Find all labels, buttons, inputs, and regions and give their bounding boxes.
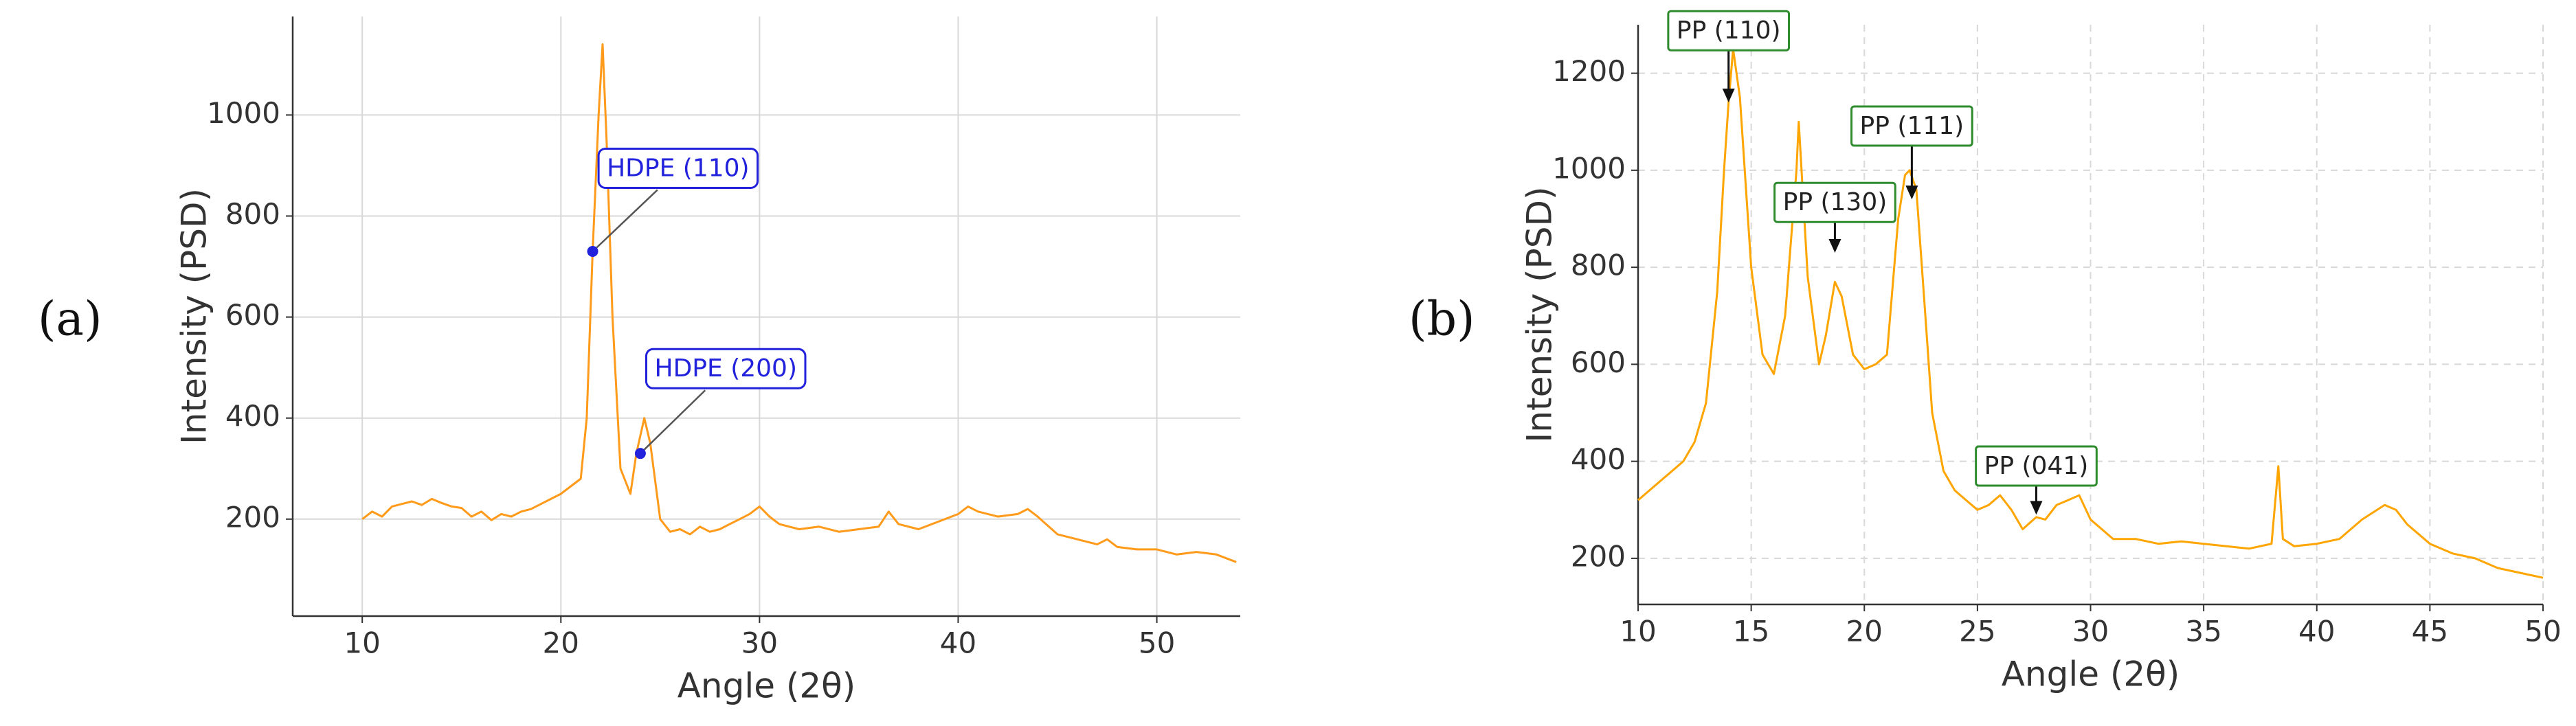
- annotation-box: [1773, 181, 1896, 223]
- annotation-box: [597, 147, 759, 189]
- x-tick-label: 20: [543, 626, 579, 660]
- x-tick-label: 50: [2524, 615, 2561, 648]
- annotation: PP (130): [1773, 181, 1896, 253]
- y-tick-label: 1000: [207, 96, 280, 130]
- arrow-head: [1905, 185, 1918, 200]
- annotation-label: HDPE (110): [607, 154, 750, 182]
- y-tick-label: 600: [1571, 345, 1626, 379]
- y-tick-label: 800: [1571, 249, 1626, 282]
- x-tick-label: 40: [2298, 615, 2335, 648]
- annotation-label: PP (130): [1783, 188, 1888, 216]
- annotation-label: PP (110): [1677, 16, 1781, 45]
- annotation-point: [587, 245, 598, 257]
- y-tick-label: 1200: [1552, 54, 1626, 88]
- x-axis-label: Angle (2θ): [677, 666, 856, 706]
- annotation: HDPE (200): [634, 348, 807, 460]
- panel-label: (b): [1409, 293, 1475, 347]
- spectrum-line: [361, 43, 1237, 563]
- annotation-box: [1850, 105, 1973, 147]
- x-tick-label: 10: [344, 626, 380, 660]
- x-axis-label: Angle (2θ): [2002, 655, 2180, 694]
- x-tick-label: 25: [1959, 615, 1995, 648]
- x-tick-label: 45: [2412, 615, 2448, 648]
- annotation: PP (041): [1975, 445, 2098, 515]
- x-tick-label: 20: [1846, 615, 1883, 648]
- x-tick-label: 10: [1620, 615, 1656, 648]
- arrow-head: [1828, 238, 1841, 253]
- x-tick-label: 30: [2072, 615, 2109, 648]
- y-tick-label: 600: [225, 298, 280, 332]
- y-tick-label: 1000: [1552, 151, 1626, 185]
- y-tick-label: 200: [1571, 539, 1626, 573]
- y-tick-label: 400: [1571, 442, 1626, 476]
- annotation-label: PP (111): [1860, 112, 1964, 140]
- x-tick-label: 30: [741, 626, 778, 660]
- annotation-box: [1667, 10, 1791, 52]
- annotation-box: [645, 348, 807, 389]
- annotation-point: [634, 448, 646, 460]
- annotation-label: HDPE (200): [655, 354, 798, 383]
- spectrum-line: [1637, 47, 2544, 579]
- annotation-arrow: [592, 189, 658, 252]
- y-axis-label: Intensity (PSD): [175, 188, 214, 444]
- x-tick-label: 50: [1139, 626, 1175, 660]
- arrow-head: [1722, 89, 1735, 103]
- annotation: PP (110): [1667, 10, 1791, 103]
- annotation: HDPE (110): [587, 147, 759, 257]
- y-tick-label: 200: [225, 500, 280, 534]
- x-tick-label: 40: [940, 626, 976, 660]
- x-tick-label: 15: [1733, 615, 1769, 648]
- y-tick-label: 400: [225, 399, 280, 433]
- arrow-head: [2030, 501, 2043, 515]
- annotation-box: [1975, 445, 2098, 487]
- panel-label: (a): [38, 293, 102, 347]
- x-tick-label: 35: [2185, 615, 2221, 648]
- y-axis-label: Intensity (PSD): [1520, 187, 1560, 443]
- y-tick-label: 800: [225, 197, 280, 231]
- annotation: PP (111): [1850, 105, 1973, 200]
- annotation-label: PP (041): [1984, 452, 2089, 480]
- annotation-arrow: [640, 389, 706, 455]
